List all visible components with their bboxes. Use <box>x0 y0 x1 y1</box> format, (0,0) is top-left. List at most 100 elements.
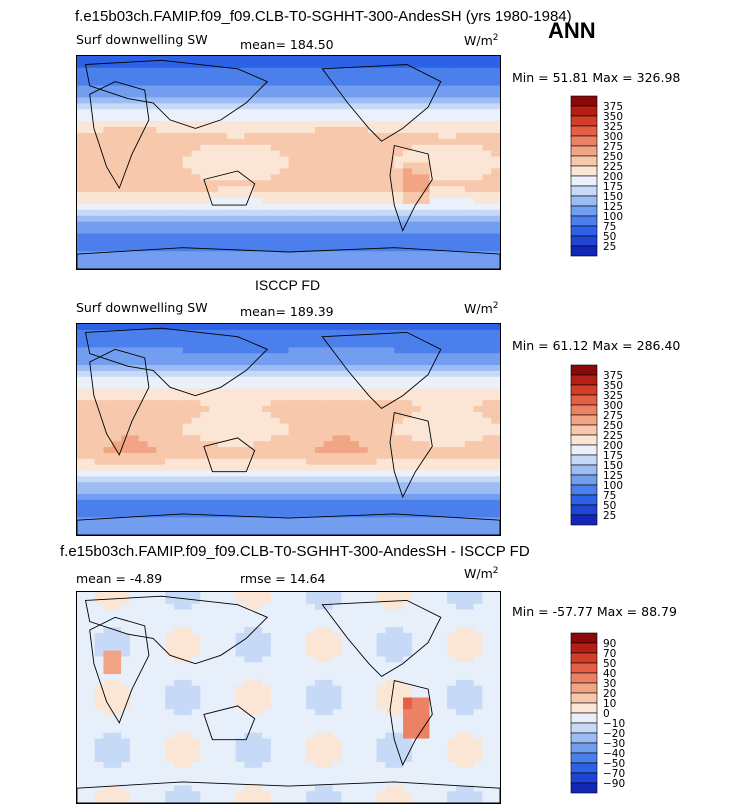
field-cell <box>191 61 201 69</box>
field-cell <box>94 215 105 223</box>
field-cell <box>94 103 105 110</box>
field-cell <box>173 186 184 193</box>
field-cell <box>464 505 475 513</box>
field-cell <box>306 370 316 378</box>
field-cell <box>279 761 290 769</box>
field-cell <box>253 592 263 599</box>
field-cell <box>314 168 325 175</box>
field-cell <box>314 679 325 687</box>
field-cell <box>376 150 387 158</box>
field-cell <box>94 715 105 722</box>
field-cell <box>112 394 122 401</box>
field-cell <box>332 61 342 69</box>
field-cell <box>121 633 131 640</box>
field-cell <box>376 505 387 513</box>
field-cell <box>138 447 149 454</box>
field-cell <box>209 370 219 378</box>
field-cell <box>297 174 307 181</box>
field-cell <box>191 186 201 193</box>
field-cell <box>226 186 237 193</box>
field-cell <box>253 132 263 140</box>
field-cell <box>191 168 201 175</box>
field-cell <box>218 703 228 710</box>
field-cell <box>403 517 413 524</box>
field-cell <box>218 441 228 448</box>
field-cell <box>403 132 413 140</box>
field-cell <box>129 429 140 436</box>
field-cell <box>420 470 431 477</box>
field-cell <box>438 67 448 75</box>
field-cell <box>270 186 281 193</box>
field-cell <box>403 429 413 436</box>
field-cell <box>173 488 184 495</box>
field-cell <box>209 132 219 140</box>
field-cell <box>438 709 448 716</box>
field-cell <box>420 603 431 611</box>
field-cell <box>200 97 210 104</box>
field-cell <box>191 150 201 158</box>
field-cell <box>350 382 360 390</box>
field-cell <box>482 109 492 116</box>
field-cell <box>385 732 395 740</box>
field-cell <box>173 85 184 93</box>
field-cell <box>253 464 263 472</box>
field-cell <box>270 470 281 477</box>
field-cell <box>367 376 378 384</box>
field-cell <box>270 365 281 372</box>
field-cell <box>438 376 448 384</box>
field-cell <box>85 168 96 175</box>
field-cell <box>253 633 263 640</box>
field-cell <box>314 180 325 187</box>
field-cell <box>411 227 422 235</box>
field-cell <box>350 441 360 448</box>
field-cell <box>138 679 149 687</box>
field-cell <box>420 423 431 431</box>
field-cell <box>385 592 395 599</box>
field-cell <box>491 388 500 395</box>
field-cell <box>94 674 105 681</box>
field-cell <box>482 493 492 501</box>
field-cell <box>314 656 325 663</box>
field-cell <box>376 376 387 384</box>
field-cell <box>182 679 193 687</box>
field-cell <box>270 209 281 217</box>
field-cell <box>103 132 113 140</box>
field-cell <box>341 597 351 605</box>
field-cell <box>332 73 342 81</box>
field-cell <box>244 382 254 390</box>
field-cell <box>314 324 325 331</box>
field-cell <box>262 144 272 152</box>
field-cell <box>103 488 113 495</box>
field-cell <box>341 470 351 477</box>
field-cell <box>226 603 237 611</box>
field-cell <box>182 91 193 99</box>
field-cell <box>491 476 500 483</box>
field-cell <box>403 592 413 599</box>
field-cell <box>306 263 316 269</box>
field-cell <box>173 209 184 217</box>
field-cell <box>403 233 413 241</box>
field-cell <box>394 406 404 413</box>
field-cell <box>297 756 307 763</box>
colorbar-tick-label: 125 <box>603 470 623 482</box>
field-cell <box>359 685 369 693</box>
field-cell <box>85 174 96 181</box>
field-cell <box>314 726 325 734</box>
field-cell <box>244 257 254 264</box>
field-cell <box>420 523 431 530</box>
field-cell <box>306 638 316 646</box>
field-cell <box>182 429 193 436</box>
field-cell <box>77 452 87 460</box>
field-cell <box>253 382 263 390</box>
field-cell <box>491 79 500 87</box>
field-cell <box>129 329 140 337</box>
field-cell <box>262 109 272 116</box>
field-cell <box>332 359 342 366</box>
field-cell <box>235 198 246 205</box>
field-cell <box>429 203 439 211</box>
field-cell <box>85 679 96 687</box>
field-cell <box>323 324 334 331</box>
field-cell <box>226 73 237 81</box>
field-cell <box>438 263 448 269</box>
field-cell <box>482 668 492 675</box>
